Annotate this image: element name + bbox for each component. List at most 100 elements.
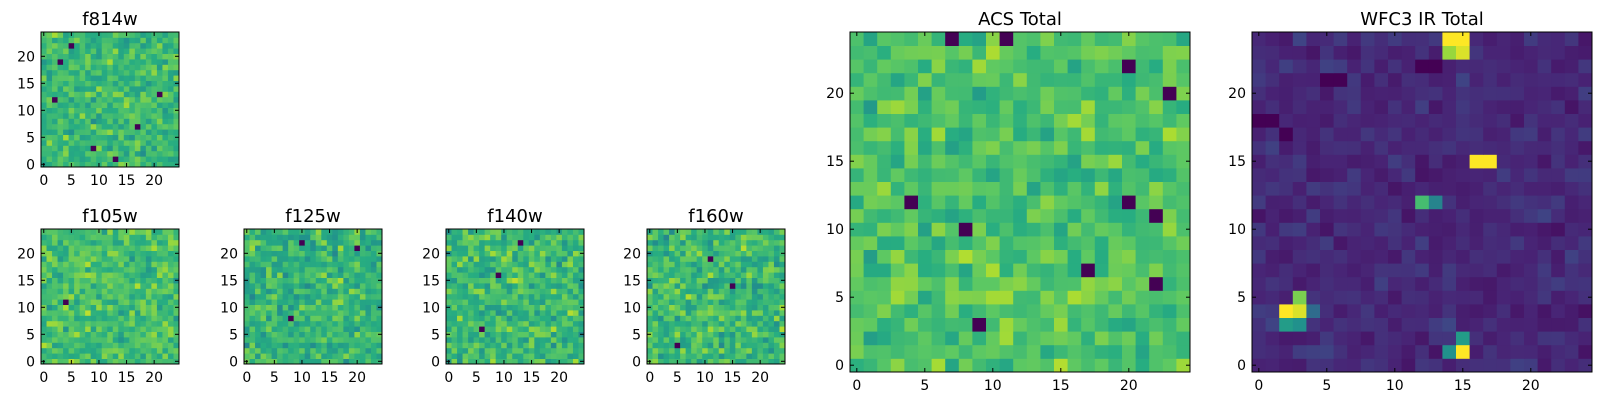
- heatmap-cell: [63, 150, 69, 157]
- heatmap-cell: [1252, 304, 1266, 318]
- heatmap-cell: [850, 72, 864, 87]
- heatmap-cell: [1162, 59, 1177, 74]
- heatmap-cell: [1081, 344, 1096, 359]
- heatmap-cell: [473, 320, 480, 327]
- heatmap-cell: [1252, 290, 1266, 305]
- heatmap-cell: [1108, 317, 1123, 332]
- heatmap-cell: [96, 113, 103, 119]
- heatmap-cell: [173, 48, 180, 54]
- heatmap-cell: [288, 337, 295, 343]
- heatmap-cell: [1564, 236, 1579, 250]
- heatmap-cell: [1176, 358, 1191, 373]
- heatmap-cell: [129, 129, 136, 135]
- heatmap-cell: [1442, 59, 1457, 74]
- heatmap-cell: [57, 261, 64, 268]
- heatmap-cell: [779, 288, 786, 295]
- heatmap-cell: [1292, 127, 1307, 142]
- heatmap-cell: [255, 358, 261, 365]
- heatmap-cell: [484, 337, 491, 343]
- heatmap-cell: [293, 331, 300, 338]
- heatmap-cell: [740, 337, 747, 343]
- y-tick-label: 15: [623, 273, 641, 289]
- heatmap-cell: [740, 283, 747, 289]
- heatmap-cell: [156, 118, 163, 125]
- heatmap-cell: [918, 236, 932, 250]
- heatmap-cell: [57, 283, 64, 289]
- heatmap-cell: [506, 229, 513, 235]
- heatmap-cell: [539, 250, 546, 257]
- heatmap-cell: [134, 140, 141, 146]
- heatmap-cell: [255, 272, 261, 278]
- heatmap-cell: [1162, 195, 1177, 210]
- heatmap-cell: [718, 283, 725, 289]
- heatmap-cell: [451, 272, 458, 278]
- heatmap-cell: [145, 293, 152, 300]
- heatmap-cell: [1135, 113, 1150, 128]
- heatmap-cell: [85, 299, 92, 305]
- heatmap-cell: [90, 123, 97, 130]
- heatmap-cell: [167, 304, 174, 311]
- heatmap-cell: [718, 337, 725, 343]
- heatmap-cell: [156, 102, 163, 108]
- heatmap-cell: [468, 358, 474, 365]
- heatmap-cell: [1265, 358, 1280, 373]
- heatmap-cell: [669, 261, 675, 268]
- heatmap-cell: [343, 337, 350, 343]
- heatmap-cell: [315, 342, 322, 349]
- heatmap-cell: [473, 342, 480, 349]
- heatmap-cell: [348, 272, 355, 278]
- heatmap-cell: [129, 145, 136, 152]
- heatmap-cell: [545, 256, 552, 262]
- heatmap-cell: [517, 234, 524, 241]
- heatmap-cell: [1564, 276, 1579, 291]
- heatmap-cell: [473, 304, 480, 311]
- heatmap-cell: [337, 229, 344, 235]
- heatmap-cell: [768, 234, 775, 241]
- heatmap-cell: [74, 107, 81, 114]
- heatmap-cell: [63, 299, 69, 305]
- heatmap-cell: [762, 288, 769, 295]
- heatmap-cell: [652, 358, 659, 365]
- heatmap-cell: [762, 256, 769, 262]
- heatmap-cell: [1442, 317, 1457, 332]
- heatmap-cell: [550, 304, 557, 311]
- heatmap-cell: [156, 347, 163, 354]
- heatmap-cell: [337, 299, 344, 305]
- heatmap-cell: [123, 272, 130, 278]
- heatmap-cell: [68, 337, 75, 343]
- heatmap-cell: [1135, 276, 1150, 291]
- heatmap-cell: [567, 266, 574, 273]
- heatmap-cell: [74, 347, 81, 354]
- heatmap-cell: [501, 250, 508, 257]
- heatmap-cell: [652, 245, 659, 251]
- heatmap-cell: [63, 48, 69, 54]
- heatmap-cell: [1162, 181, 1177, 196]
- heatmap-cell: [735, 283, 742, 289]
- heatmap-cell: [299, 256, 306, 262]
- heatmap-cell: [669, 358, 675, 365]
- heatmap-cell: [735, 234, 742, 241]
- heatmap-cell: [647, 320, 653, 327]
- heatmap-cell: [729, 331, 736, 338]
- heatmap-cell: [877, 113, 892, 128]
- heatmap-cell: [85, 315, 92, 322]
- heatmap-cell: [740, 272, 747, 278]
- heatmap-cell: [249, 353, 256, 359]
- heatmap-cell: [945, 154, 960, 169]
- heatmap-cell: [1401, 276, 1416, 291]
- heatmap-cell: [539, 358, 546, 365]
- heatmap-cell: [46, 315, 53, 322]
- heatmap-cell: [512, 331, 519, 338]
- heatmap-cell: [156, 256, 163, 262]
- heatmap-cell: [63, 229, 69, 235]
- heatmap-cell: [134, 37, 141, 44]
- heatmap-cell: [746, 229, 753, 235]
- heatmap-cell: [779, 256, 786, 262]
- heatmap-cell: [310, 288, 317, 295]
- heatmap-cell: [107, 53, 114, 60]
- heatmap-cell: [773, 358, 780, 365]
- heatmap-cell: [779, 310, 786, 316]
- heatmap-cell: [354, 266, 361, 273]
- heatmap-cell: [370, 293, 377, 300]
